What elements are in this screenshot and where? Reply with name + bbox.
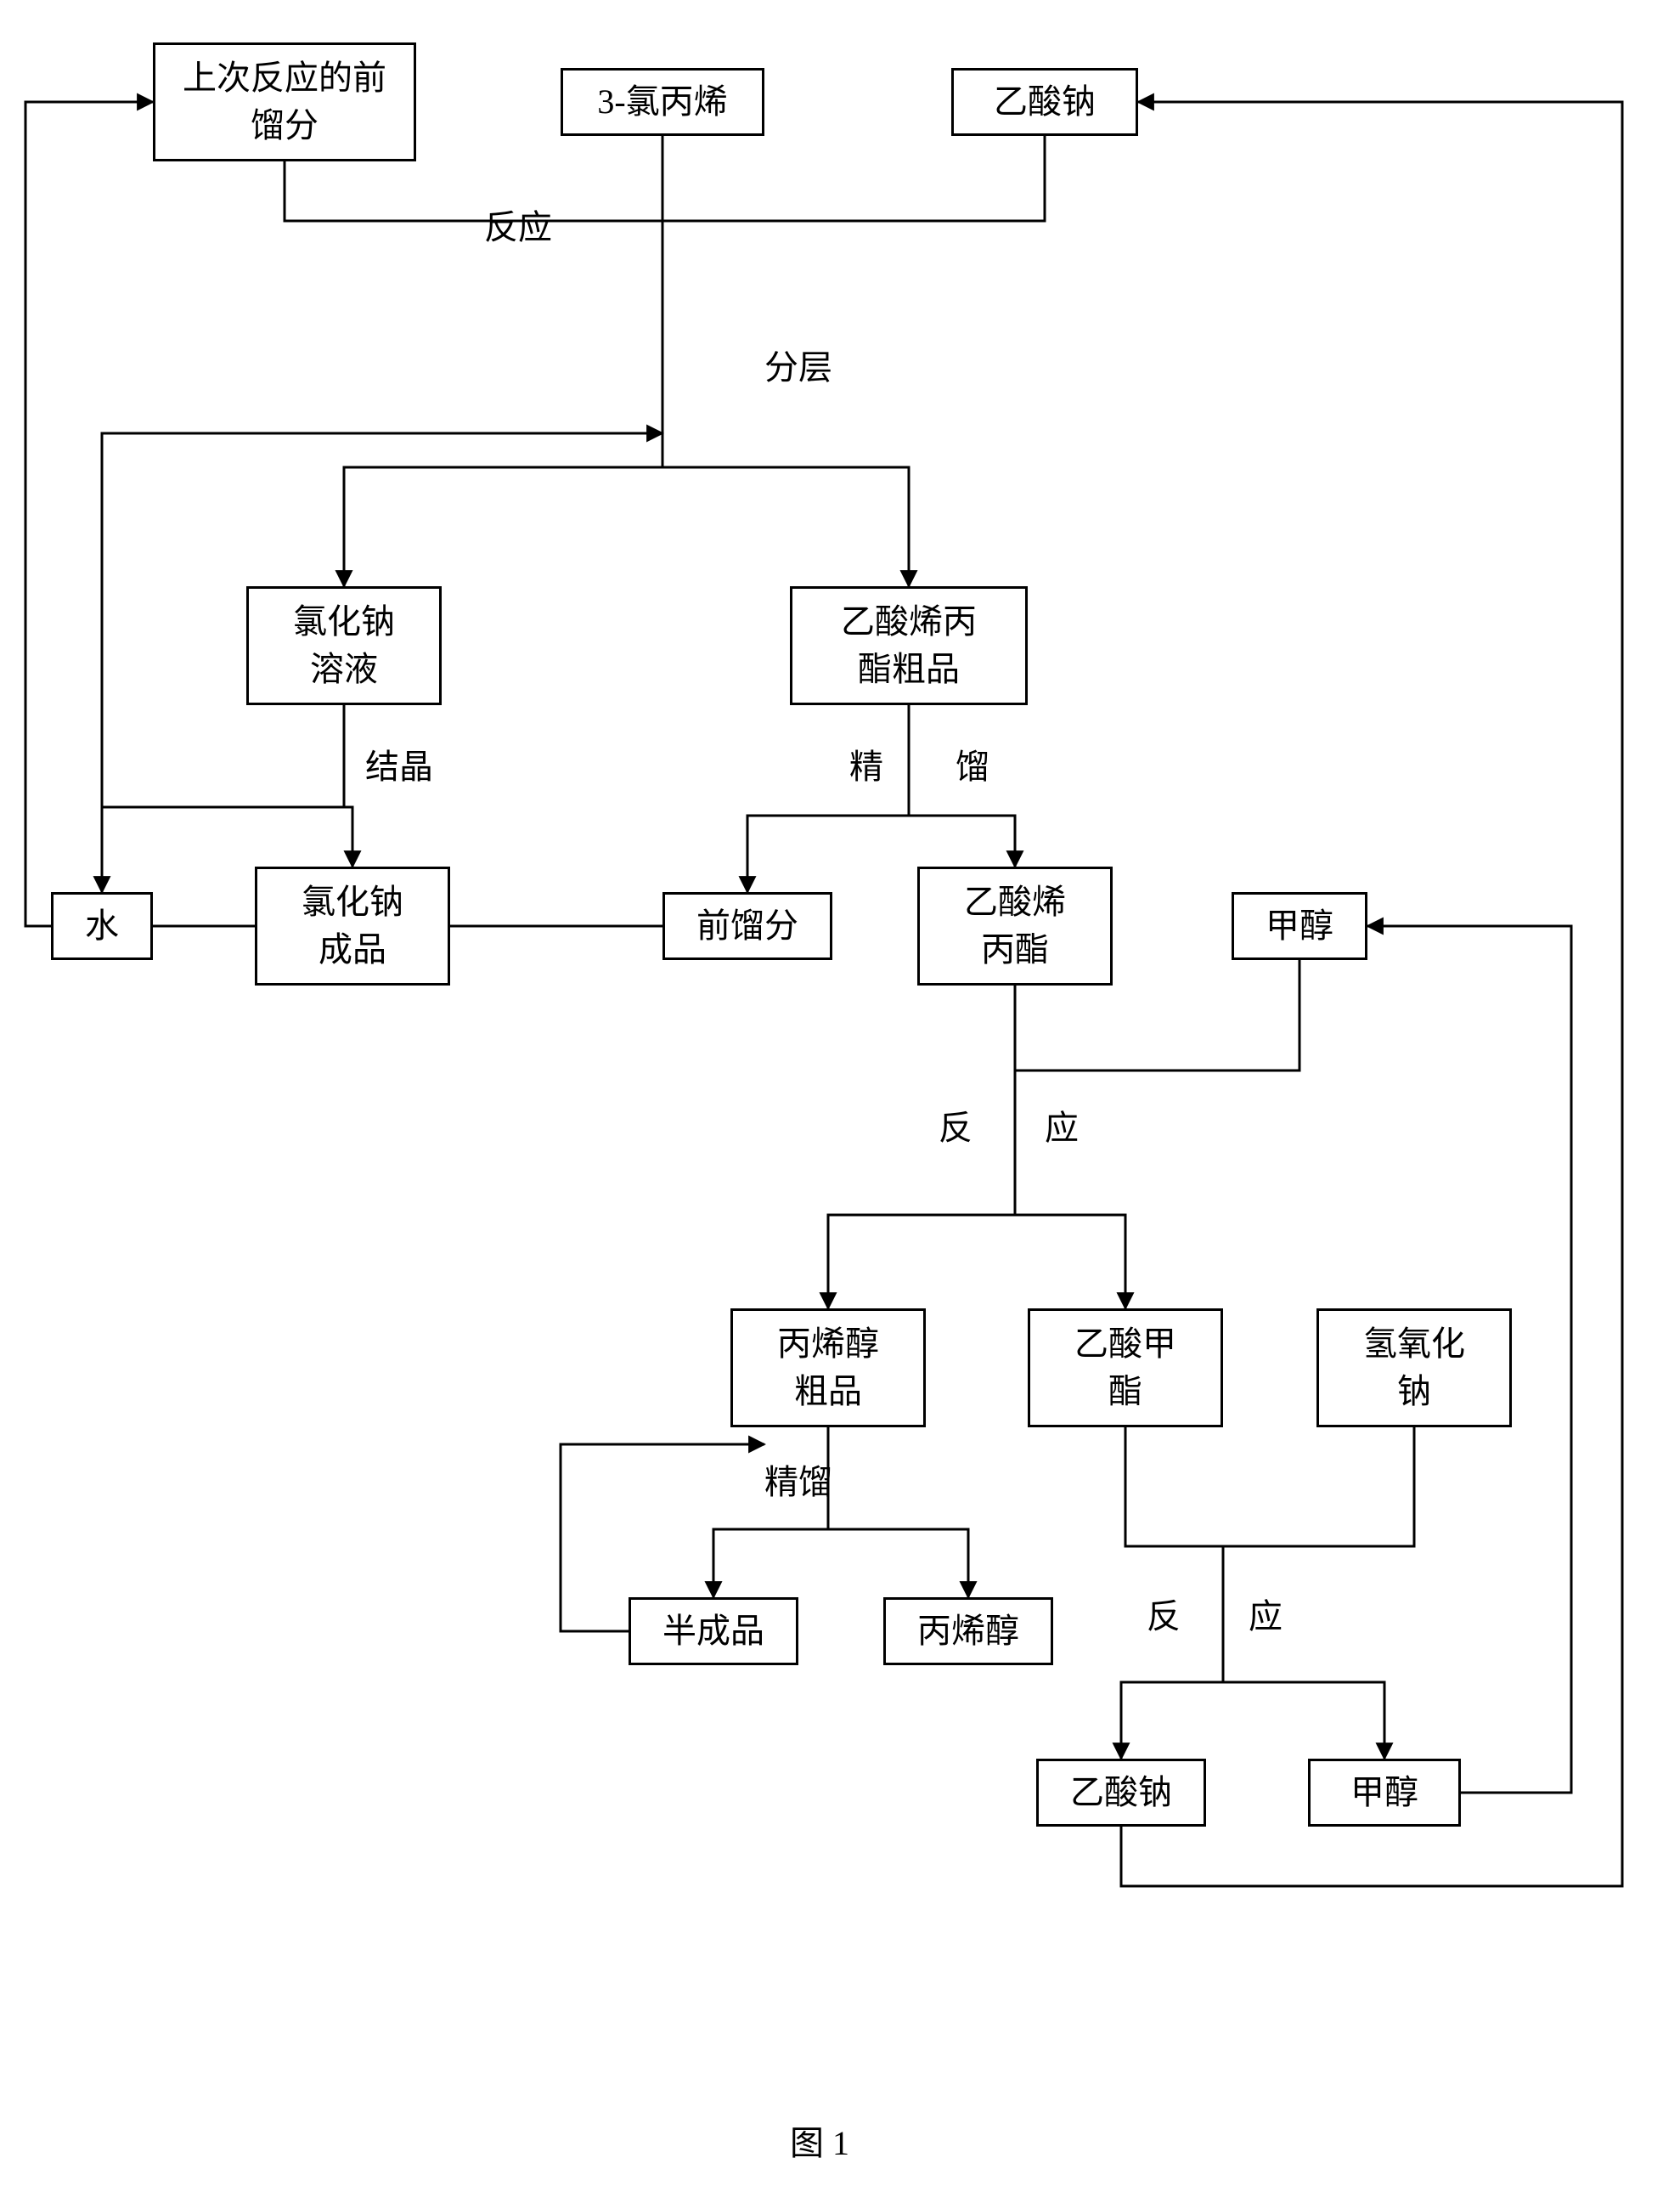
edge [662,136,1045,221]
edge [344,807,352,867]
node-label: 前馏分 [696,902,798,950]
edge-label-l2: 分层 [764,340,832,389]
node-label: 氯化钠成品 [302,878,403,974]
node-n1: 上次反应的前馏分 [153,42,416,161]
edge [344,467,662,586]
edge-label-l6: 反 [939,1100,972,1149]
node-n16: 乙酸钠 [1036,1759,1206,1827]
edge-label-l8: 精馏 [764,1455,832,1504]
edge-label-l7: 应 [1045,1100,1079,1149]
edge [713,1529,828,1597]
node-n6: 水 [51,892,153,960]
figure-caption: 图 1 [790,2115,849,2165]
edge-label-l3: 结晶 [365,739,433,788]
node-n4: 氯化钠溶液 [246,586,442,705]
edge-label-l9: 反 [1147,1589,1181,1638]
node-label: 乙酸烯丙酯 [964,878,1066,974]
edge-label-l10: 应 [1249,1589,1283,1638]
node-n9: 乙酸烯丙酯 [917,867,1113,986]
edge-label-l1: 反应 [484,200,552,249]
node-label: 丙烯醇 [917,1607,1019,1655]
node-n13: 氢氧化钠 [1316,1308,1512,1427]
edge [1125,1427,1223,1546]
node-label: 甲醇 [1350,1769,1418,1816]
edge-label-l4: 精 [849,739,883,788]
node-n14: 半成品 [629,1597,798,1665]
edge [747,816,909,892]
node-label: 乙酸烯丙酯粗品 [841,598,977,693]
node-label: 甲醇 [1266,902,1333,950]
node-n2: 3-氯丙烯 [561,68,764,136]
edge [662,467,909,586]
node-n11: 丙烯醇粗品 [730,1308,926,1427]
edge [1223,1427,1414,1546]
node-n5: 乙酸烯丙酯粗品 [790,586,1028,705]
node-label: 水 [85,902,119,950]
node-n7: 氯化钠成品 [255,867,450,986]
node-n17: 甲醇 [1308,1759,1461,1827]
edge [1121,1682,1223,1759]
node-n10: 甲醇 [1232,892,1367,960]
edge [909,816,1015,867]
node-n12: 乙酸甲酯 [1028,1308,1223,1427]
edges-layer [0,0,1680,2186]
node-label: 半成品 [662,1607,764,1655]
edge [1015,1215,1125,1308]
edge [828,1215,1015,1308]
edge [1223,1682,1384,1759]
edge [828,1529,968,1597]
node-n3: 乙酸钠 [951,68,1138,136]
node-label: 乙酸甲酯 [1074,1320,1176,1415]
edge [1121,102,1622,1886]
node-n8: 前馏分 [662,892,832,960]
node-label: 3-氯丙烯 [597,78,727,126]
node-n15: 丙烯醇 [883,1597,1053,1665]
node-label: 上次反应的前馏分 [183,54,386,150]
flowchart-canvas: 上次反应的前馏分3-氯丙烯乙酸钠氯化钠溶液乙酸烯丙酯粗品水氯化钠成品前馏分乙酸烯… [0,0,1680,2186]
node-label: 乙酸钠 [1070,1769,1172,1816]
edge [285,161,662,221]
node-label: 丙烯醇粗品 [777,1320,879,1415]
node-label: 乙酸钠 [994,78,1096,126]
node-label: 氢氧化钠 [1363,1320,1465,1415]
edge-label-l5: 馏 [956,739,989,788]
node-label: 氯化钠溶液 [293,598,395,693]
